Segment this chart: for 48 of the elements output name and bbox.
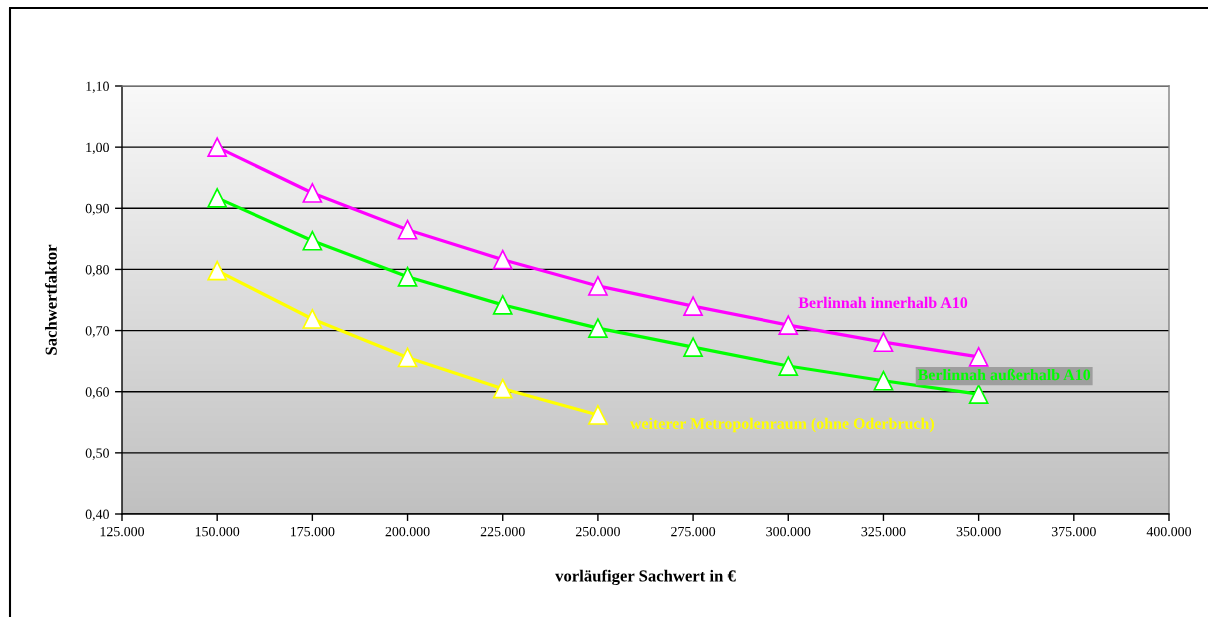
x-tick-label: 200.000 — [385, 526, 430, 537]
series-label: Berlinnah innerhalb A10 — [798, 296, 968, 309]
point — [873, 332, 894, 353]
point — [683, 337, 703, 357]
y-tick-label: 0,90 — [85, 203, 109, 216]
point — [397, 347, 418, 368]
x-tick-label: 300.000 — [766, 526, 811, 537]
x-tick-label: 175.000 — [291, 526, 335, 537]
y-axis-title: Sachwertfaktor — [44, 244, 57, 355]
x-tick-label: 275.000 — [671, 526, 716, 537]
point — [492, 295, 513, 315]
x-tick-label: 150.000 — [195, 526, 240, 537]
point — [302, 230, 323, 251]
x-tick-label: 375.000 — [1051, 526, 1096, 537]
y-tick-label: 0,80 — [85, 265, 109, 277]
x-tick-label: 325.000 — [861, 526, 906, 537]
y-tick-label: 0,40 — [85, 509, 109, 521]
series-label: Berlinnah außerhalb A10 — [917, 368, 1091, 381]
x-tick-label: 225.000 — [480, 526, 525, 537]
x-tick-label: 400.000 — [1146, 526, 1192, 537]
point — [778, 315, 799, 335]
y-tick-label: 0,70 — [85, 326, 109, 338]
point — [397, 219, 418, 240]
y-tick-label: 1,00 — [86, 142, 109, 155]
point — [588, 405, 608, 425]
point — [302, 183, 323, 203]
x-tick-label: 125.000 — [100, 526, 145, 537]
point — [683, 296, 703, 316]
point — [302, 309, 323, 329]
point — [873, 370, 894, 391]
y-tick-label: 0,60 — [85, 387, 109, 399]
x-axis-title: vorläufiger Sachwert in € — [555, 569, 736, 586]
y-tick-label: 0,50 — [85, 448, 109, 460]
point — [492, 249, 513, 270]
point — [778, 356, 799, 376]
y-tick-label: 1,10 — [86, 81, 109, 93]
point — [397, 266, 418, 287]
point — [588, 276, 608, 296]
x-tick-label: 350.000 — [956, 526, 1001, 537]
point — [968, 384, 989, 405]
point — [492, 378, 513, 399]
x-tick-label: 250.000 — [575, 526, 620, 537]
point — [207, 137, 228, 158]
series-label: weiterer Metropolenraum (ohne Oderbruch) — [629, 417, 934, 433]
point — [207, 188, 228, 208]
point — [588, 318, 608, 338]
point — [207, 260, 228, 281]
point — [968, 346, 989, 367]
